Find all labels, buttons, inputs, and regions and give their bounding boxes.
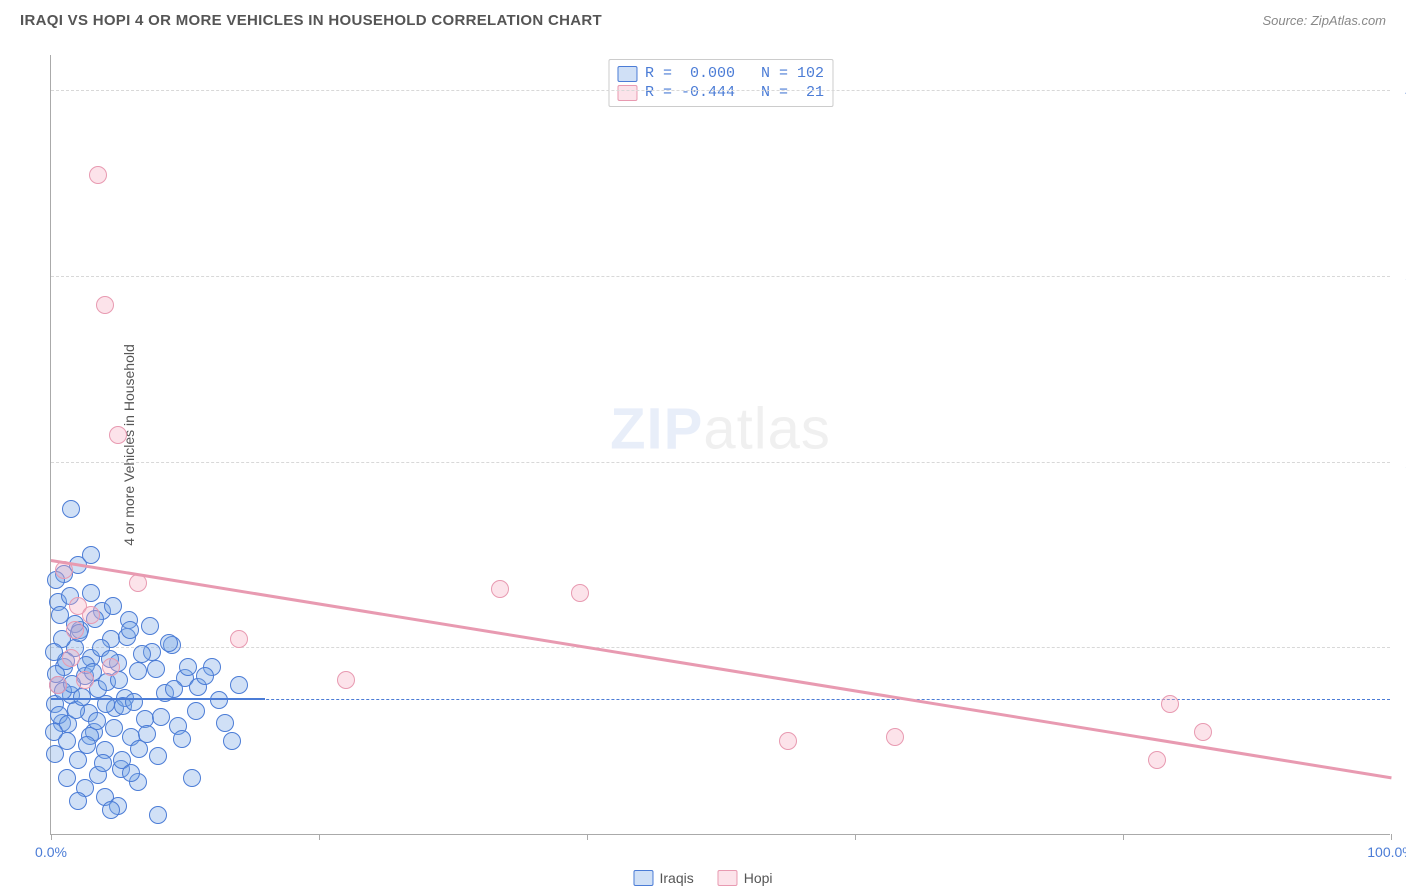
scatter-point [45,723,63,741]
scatter-point [51,606,69,624]
scatter-point [76,671,94,689]
legend-n-value: N = 102 [743,65,824,82]
legend-stat-row: R = -0.444 N = 21 [617,83,824,102]
gridline-horizontal [51,90,1390,91]
legend-r-value: R = 0.000 [645,65,735,82]
scatter-point [122,764,140,782]
scatter-point [62,649,80,667]
scatter-point [1161,695,1179,713]
scatter-point [66,621,84,639]
scatter-point [58,769,76,787]
x-tick [1123,834,1124,840]
source-attribution: Source: ZipAtlas.com [1262,13,1386,28]
scatter-point [230,630,248,648]
series-legend: Iraqis Hopi [633,870,772,886]
scatter-point [82,584,100,602]
scatter-point [102,801,120,819]
scatter-point [216,714,234,732]
scatter-point [46,745,64,763]
scatter-point [133,645,151,663]
scatter-point [102,658,120,676]
gridline-horizontal [51,462,1390,463]
watermark-bold: ZIP [610,396,703,461]
legend-item: Hopi [718,870,773,886]
scatter-point [196,667,214,685]
scatter-point [94,754,112,772]
scatter-point [571,584,589,602]
scatter-point [223,732,241,750]
legend-label: Hopi [744,870,773,886]
legend-item: Iraqis [633,870,693,886]
correlation-legend: R = 0.000 N = 102R = -0.444 N = 21 [608,59,833,107]
x-tick-label: 100.0% [1367,844,1406,860]
x-tick-label: 0.0% [35,844,67,860]
scatter-point [121,621,139,639]
scatter-point [149,806,167,824]
x-tick [855,834,856,840]
plot-area: ZIPatlas R = 0.000 N = 102R = -0.444 N =… [50,55,1390,835]
scatter-point [105,719,123,737]
scatter-point [337,671,355,689]
trend-line [51,559,1391,779]
scatter-point [187,702,205,720]
gridline-horizontal [51,647,1390,648]
x-tick [51,834,52,840]
scatter-point [147,660,165,678]
scatter-point [69,792,87,810]
scatter-point [109,426,127,444]
scatter-point [89,166,107,184]
scatter-point [160,634,178,652]
scatter-point [1194,723,1212,741]
legend-n-value: N = 21 [743,84,824,101]
scatter-point [88,712,106,730]
legend-swatch [617,85,637,101]
scatter-point [129,574,147,592]
chart-header: IRAQI VS HOPI 4 OR MORE VEHICLES IN HOUS… [0,0,1406,37]
watermark-rest: atlas [703,396,831,461]
scatter-point [73,688,91,706]
scatter-point [230,676,248,694]
scatter-point [130,740,148,758]
legend-swatch [617,66,637,82]
legend-stat-row: R = 0.000 N = 102 [617,64,824,83]
scatter-point [149,747,167,765]
x-tick [1391,834,1392,840]
scatter-point [45,643,63,661]
chart-title: IRAQI VS HOPI 4 OR MORE VEHICLES IN HOUS… [20,12,602,29]
scatter-point [125,693,143,711]
chart-container: 4 or more Vehicles in Household ZIPatlas… [50,55,1390,835]
legend-swatch [633,870,653,886]
scatter-point [179,658,197,676]
scatter-point [491,580,509,598]
scatter-point [165,680,183,698]
scatter-point [152,708,170,726]
scatter-point [78,736,96,754]
scatter-point [141,617,159,635]
x-tick [587,834,588,840]
scatter-point [104,597,122,615]
scatter-point [62,500,80,518]
scatter-point [779,732,797,750]
scatter-point [886,728,904,746]
trend-line [51,698,265,701]
scatter-point [82,546,100,564]
scatter-point [1148,751,1166,769]
scatter-point [183,769,201,787]
x-tick [319,834,320,840]
scatter-point [210,691,228,709]
legend-r-value: R = -0.444 [645,84,735,101]
scatter-point [49,676,67,694]
scatter-point [96,296,114,314]
legend-swatch [718,870,738,886]
gridline-horizontal [51,276,1390,277]
legend-label: Iraqis [659,870,693,886]
scatter-point [173,730,191,748]
scatter-point [129,662,147,680]
scatter-point [82,606,100,624]
watermark: ZIPatlas [610,395,831,462]
